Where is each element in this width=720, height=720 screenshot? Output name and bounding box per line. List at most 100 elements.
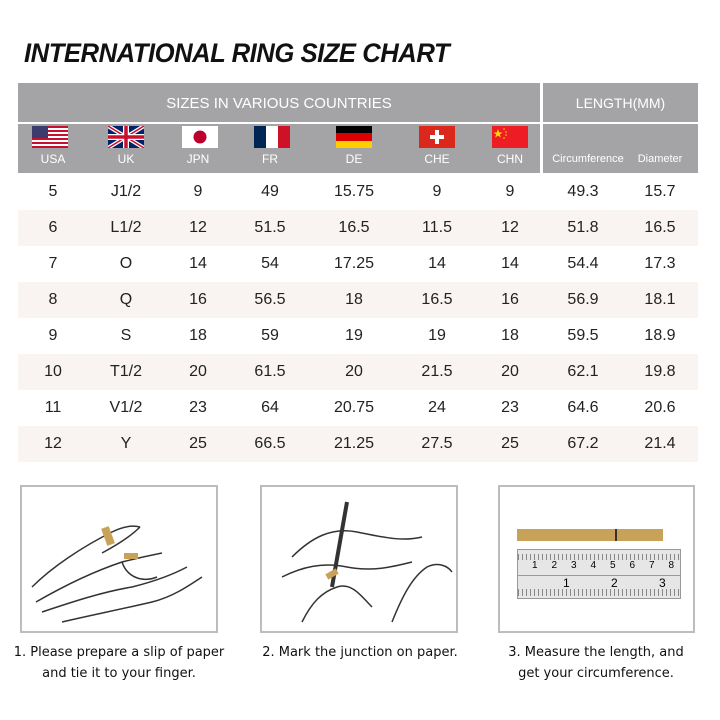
caption-line: 2. Mark the junction on paper. (262, 645, 458, 660)
table-cell: 16 (501, 291, 519, 308)
ruler-tick-label: 2 (551, 560, 558, 571)
table-cell: 23 (501, 399, 519, 416)
col-usa: USA (40, 152, 66, 166)
step3-caption: 3. Measure the length, and get your circu… (490, 642, 702, 684)
table-row: 8 Q 16 56.5 18 16.5 16 56.9 18.1 (18, 282, 698, 318)
table-cell: 11 (44, 399, 62, 416)
table-cell: 66.5 (254, 435, 286, 452)
table-cell: 16.5 (644, 219, 676, 236)
table-cell: 16.5 (421, 291, 453, 308)
table-cell: 20.6 (644, 399, 676, 416)
table-cell: 19.8 (644, 363, 676, 380)
table-cell: 18 (345, 291, 363, 308)
caption-line: 1. Please prepare a slip of paper (13, 645, 225, 660)
table-cell: 25 (501, 435, 519, 452)
ruler-tick-label: 7 (649, 560, 655, 571)
step1-illustration (20, 485, 218, 633)
table-cell: 6 (48, 219, 58, 236)
ruler-tick-label: 3 (659, 576, 666, 590)
table-cell: 9 (505, 183, 515, 200)
table-cell: 21.25 (333, 435, 375, 452)
col-uk: UK (117, 152, 135, 166)
table-cell: 18.9 (644, 327, 676, 344)
table-cell: S (120, 327, 132, 344)
caption-line: and tie it to your finger. (42, 666, 196, 681)
caption-line: 3. Measure the length, and (508, 645, 684, 660)
table-cell: 11.5 (422, 219, 452, 236)
france-flag-icon (254, 126, 290, 148)
table-cell: 19 (428, 327, 446, 344)
table-cell: 9 (48, 327, 58, 344)
table-cell: 15.7 (644, 183, 676, 200)
table-cell: 64.6 (567, 399, 599, 416)
caption-line: get your circumference. (518, 666, 674, 681)
table-cell: 15.75 (333, 183, 375, 200)
table-cell: L1/2 (110, 219, 142, 236)
step1-caption: 1. Please prepare a slip of paper and tie… (4, 642, 234, 684)
col-chn: CHN (497, 152, 523, 166)
col-fr: FR (262, 152, 278, 166)
japan-flag-icon (182, 126, 218, 148)
table-cell: 14 (189, 255, 207, 272)
table-row: 7 O 14 54 17.25 14 14 54.4 17.3 (18, 246, 698, 282)
table-cell: 27.5 (421, 435, 453, 452)
table-cell: 21.4 (644, 435, 676, 452)
table-cell: 17.3 (644, 255, 676, 272)
table-row: 9 S 18 59 19 19 18 59.5 18.9 (18, 318, 698, 354)
table-row: 6 L1/2 12 51.5 16.5 11.5 12 51.8 16.5 (18, 210, 698, 246)
table-cell: 12 (501, 219, 519, 236)
table-cell: 49.3 (567, 183, 599, 200)
table-cell: 7 (48, 255, 58, 272)
usa-flag-icon (32, 126, 68, 148)
divider (18, 122, 698, 124)
ruler-tick-label: 8 (668, 560, 675, 571)
table-cell: 20 (345, 363, 363, 380)
germany-flag-icon (336, 126, 372, 148)
table-cell: 64 (261, 399, 279, 416)
sizes-group-header: SIZES IN VARIOUS COUNTRIES (166, 95, 392, 112)
table-cell: 20 (501, 363, 519, 380)
col-circumference: Circumference (552, 153, 624, 165)
table-cell: 12 (189, 219, 207, 236)
ruler-tick-label: 5 (610, 560, 616, 571)
table-cell: 16.5 (338, 219, 370, 236)
table-cell: 59 (261, 327, 279, 344)
step2-caption: 2. Mark the junction on paper. (240, 642, 480, 663)
table-cell: Y (120, 435, 132, 452)
length-group-header: LENGTH(MM) (575, 95, 666, 111)
table-cell: 20.75 (333, 399, 375, 416)
table-cell: T1/2 (109, 363, 142, 380)
table-cell: 14 (428, 255, 446, 272)
table-cell: 61.5 (254, 363, 286, 380)
table-cell: 14 (501, 255, 519, 272)
table-cell: 18 (189, 327, 207, 344)
table-cell: 54.4 (567, 255, 599, 272)
table-cell: 9 (193, 183, 203, 200)
page-title: INTERNATIONAL RING SIZE CHART (24, 38, 450, 68)
table-cell: 20 (189, 363, 207, 380)
table-cell: 9 (432, 183, 442, 200)
table-cell: 49 (261, 183, 279, 200)
ruler-tick-label: 3 (571, 560, 577, 571)
col-che: CHE (424, 152, 450, 166)
step2-illustration (260, 485, 458, 633)
table-cell: 56.9 (567, 291, 599, 308)
ruler-tick-label: 6 (629, 560, 636, 571)
table-cell: 59.5 (567, 327, 599, 344)
table-cell: V1/2 (109, 399, 143, 416)
table-cell: 25 (189, 435, 207, 452)
table-cell: 17.25 (333, 255, 375, 272)
size-table: 5 J1/2 9 49 15.75 9 9 49.3 15.7 6 L1/2 12 51.5 16.5 11… (18, 174, 698, 462)
table-row: 5 J1/2 9 49 15.75 9 9 49.3 15.7 (18, 174, 698, 210)
hand-with-paper-icon (31, 525, 203, 623)
col-jpn: JPN (186, 152, 210, 166)
table-cell: 24 (428, 399, 446, 416)
col-de: DE (345, 152, 363, 166)
table-cell: 21.5 (421, 363, 453, 380)
table-cell: J1/2 (110, 183, 142, 200)
table-cell: 56.5 (254, 291, 286, 308)
table-cell: 12 (44, 435, 62, 452)
table-cell: 23 (189, 399, 207, 416)
